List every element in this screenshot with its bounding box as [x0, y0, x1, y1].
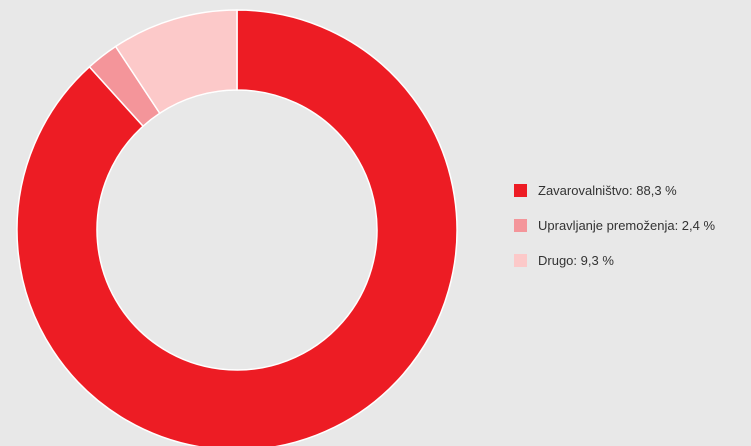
legend-item-upravljanje-premozenja: Upravljanje premoženja: 2,4 % [514, 216, 715, 234]
slice-zavarovalnistvo [16, 9, 458, 446]
legend-item-drugo: Drugo: 9,3 % [514, 251, 715, 269]
slice-drugo [114, 9, 238, 115]
donut-slices [16, 9, 458, 446]
legend-label: Upravljanje premoženja: 2,4 % [538, 217, 716, 233]
legend-label: Zavarovalništvo: 88,3 % [538, 182, 677, 198]
chart-legend: Zavarovalništvo: 88,3 % Upravljanje prem… [514, 181, 715, 286]
donut-hole [98, 91, 376, 369]
legend-swatch [514, 218, 527, 232]
legend-swatch [514, 253, 527, 267]
legend-swatch [514, 183, 527, 197]
legend-label: Drugo: 9,3 % [538, 252, 614, 268]
legend-item-zavarovalnistvo: Zavarovalništvo: 88,3 % [514, 181, 715, 199]
